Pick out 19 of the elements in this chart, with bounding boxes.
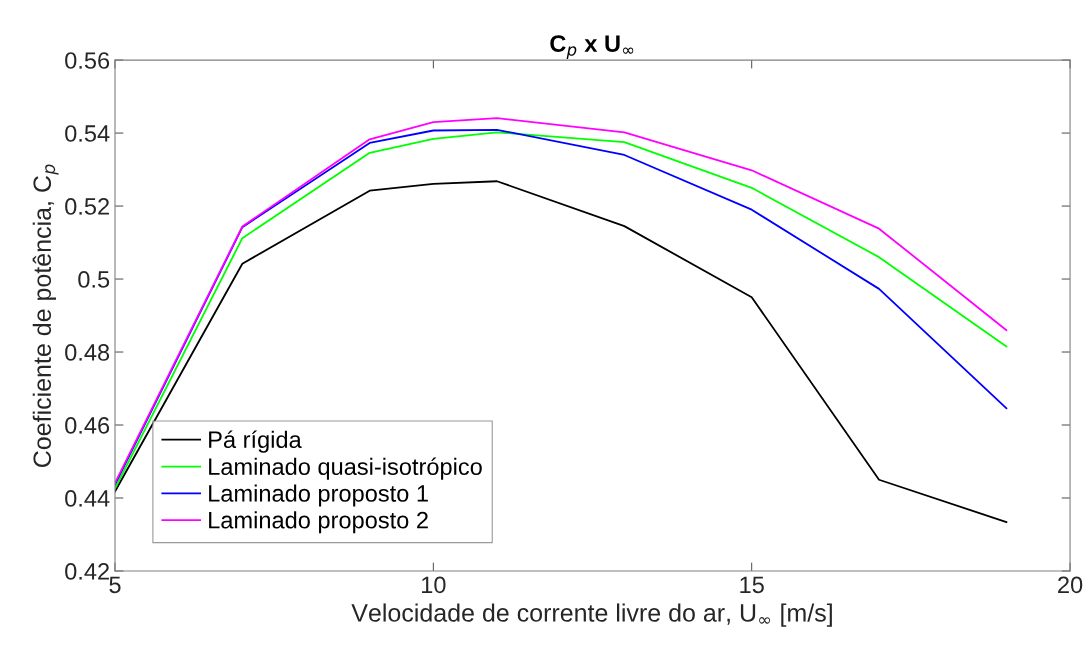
y-tick-label: 0.44 <box>65 490 110 507</box>
y-tick-label: 0.54 <box>65 125 110 142</box>
x-tick-label: 10 <box>422 576 446 594</box>
y-tick-label: 0.52 <box>65 198 109 215</box>
x-tick-label: 20 <box>1058 576 1083 594</box>
x-axis-title: Velocidade de corrente livre do ar, U$_{∞}$ [m/s] <box>351 603 832 627</box>
y-tick-label: 0.46 <box>65 417 110 434</box>
legend-label: Laminado quasi-isotrópico <box>209 457 482 480</box>
y-axis-title: Coeficiente de potência, C$_{p}$ <box>32 164 59 468</box>
legend-label: Laminado proposto 2 <box>209 511 428 534</box>
chart-title: C$_{p}$ x U$_{∞}$ <box>550 35 634 60</box>
y-tick-label: 0.48 <box>65 344 110 361</box>
legend-label: Pá rígida <box>209 430 302 453</box>
x-tick-label: 15 <box>740 576 764 594</box>
y-tick-label: 0.5 <box>78 271 110 288</box>
y-tick-label: 0.56 <box>65 52 110 69</box>
x-tick-label: 5 <box>109 576 121 594</box>
legend-label: Laminado proposto 1 <box>209 484 428 507</box>
y-tick-label: 0.42 <box>65 563 109 580</box>
